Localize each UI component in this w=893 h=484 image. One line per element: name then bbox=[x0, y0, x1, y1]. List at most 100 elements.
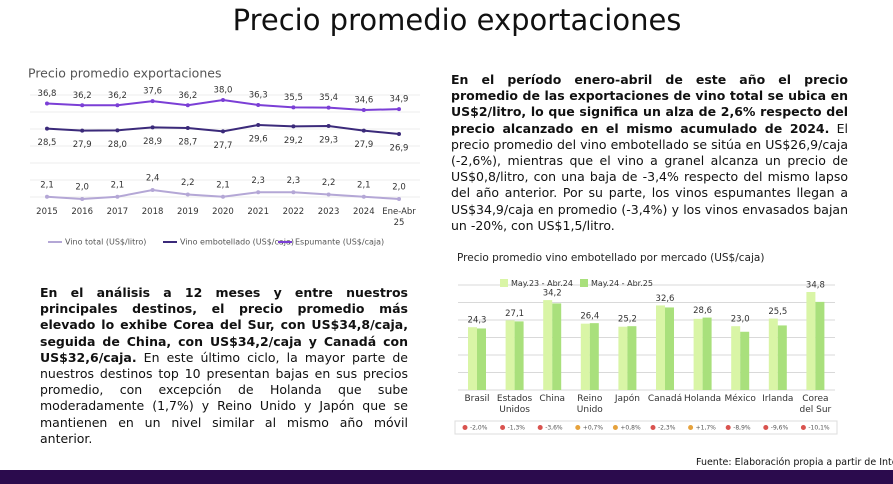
legend-swatch bbox=[580, 279, 588, 287]
point bbox=[115, 194, 120, 199]
value-label: 28,6 bbox=[693, 306, 712, 316]
change-row bbox=[454, 420, 838, 435]
value-label: 36,8 bbox=[38, 89, 57, 99]
value-label: 27,1 bbox=[505, 309, 524, 319]
point bbox=[150, 188, 155, 192]
point bbox=[221, 129, 225, 134]
x-tick-label: China bbox=[539, 394, 566, 404]
point bbox=[150, 125, 155, 130]
change-label: -2,0% bbox=[470, 425, 488, 432]
value-label: 35,4 bbox=[319, 93, 338, 103]
paragraph-bold: En el período enero-abril de este año el… bbox=[451, 72, 848, 136]
change-icon bbox=[575, 425, 581, 430]
x-tick-label: 2024 bbox=[352, 207, 375, 217]
value-label: 2,2 bbox=[181, 178, 195, 188]
value-label: 32,6 bbox=[656, 294, 675, 304]
change-icon bbox=[688, 425, 694, 430]
x-tick-label: 2022 bbox=[282, 207, 305, 217]
bar bbox=[740, 331, 750, 390]
legend-label: May.23 - Abr.24 bbox=[511, 279, 573, 288]
point bbox=[326, 192, 331, 197]
point bbox=[45, 101, 49, 106]
value-label: 2,0 bbox=[392, 183, 406, 193]
value-label: 29,2 bbox=[284, 136, 303, 146]
value-label: 28,0 bbox=[108, 140, 127, 150]
value-label: 26,9 bbox=[390, 144, 409, 154]
point bbox=[221, 98, 225, 102]
bar bbox=[815, 301, 825, 390]
value-label: 2,1 bbox=[357, 180, 371, 190]
bar bbox=[618, 326, 628, 390]
value-label: 24,3 bbox=[468, 316, 487, 326]
bar bbox=[627, 326, 637, 390]
x-tick-label: 2023 bbox=[317, 207, 340, 217]
x-tick-label: Corea del Sur bbox=[799, 394, 832, 415]
value-label: 29,3 bbox=[319, 136, 338, 146]
x-tick-label: Estados Unidos bbox=[496, 394, 533, 415]
bar bbox=[477, 328, 486, 390]
value-label: 23,0 bbox=[731, 315, 750, 325]
point bbox=[185, 103, 190, 108]
value-label: 2,1 bbox=[216, 180, 230, 190]
point bbox=[397, 197, 401, 201]
point bbox=[80, 128, 85, 133]
x-tick-label: 2020 bbox=[212, 207, 234, 217]
legend-label: Vino total (US$/litro) bbox=[65, 238, 146, 247]
change-label: -9,6% bbox=[771, 425, 789, 432]
change-icon bbox=[650, 425, 656, 430]
value-label: 28,9 bbox=[143, 137, 162, 147]
point bbox=[45, 194, 49, 199]
point bbox=[80, 103, 85, 108]
bar bbox=[505, 320, 515, 390]
point bbox=[326, 105, 331, 110]
change-icon bbox=[500, 425, 506, 430]
bar bbox=[580, 323, 590, 390]
x-tick-label: Japón bbox=[614, 394, 640, 404]
value-label: 28,7 bbox=[178, 138, 197, 148]
x-tick-label: Ene-Abr 25 bbox=[382, 207, 416, 228]
value-label: 36,3 bbox=[249, 91, 268, 101]
bar bbox=[514, 321, 524, 390]
slide-title: Precio promedio exportaciones bbox=[233, 3, 682, 37]
x-tick-label: Holanda bbox=[683, 394, 722, 404]
x-tick-label: México bbox=[724, 394, 756, 404]
x-tick-label: Canadá bbox=[647, 394, 683, 404]
point bbox=[221, 194, 225, 199]
point bbox=[115, 103, 120, 108]
value-label: 38,0 bbox=[214, 86, 233, 96]
x-tick-label: Irlanda bbox=[762, 394, 794, 404]
value-label: 2,2 bbox=[322, 178, 336, 188]
change-icon bbox=[537, 425, 543, 430]
legend-label: May.24 - Abr.25 bbox=[591, 279, 653, 288]
change-label: -1,3% bbox=[508, 425, 526, 432]
value-label: 25,2 bbox=[618, 315, 637, 325]
x-tick-label: 2016 bbox=[71, 207, 93, 217]
bar bbox=[552, 303, 562, 390]
change-label: -2,3% bbox=[658, 425, 676, 432]
point bbox=[45, 126, 49, 131]
change-label: +0,8% bbox=[620, 425, 641, 432]
bar-chart-title: Precio promedio vino embotellado por mer… bbox=[457, 252, 764, 264]
x-tick-label: 2018 bbox=[141, 207, 164, 217]
value-label: 36,2 bbox=[73, 91, 92, 101]
change-label: +0,7% bbox=[583, 425, 604, 432]
point bbox=[256, 123, 261, 127]
change-label: -10,1% bbox=[808, 425, 830, 432]
x-tick-label: 2017 bbox=[106, 207, 129, 217]
paragraph: En el período enero-abril de este año el… bbox=[451, 72, 848, 234]
point bbox=[397, 132, 401, 136]
change-icon bbox=[612, 425, 618, 430]
value-label: 29,6 bbox=[249, 135, 268, 145]
value-label: 2,1 bbox=[40, 180, 54, 190]
bar bbox=[806, 292, 816, 390]
value-label: 28,5 bbox=[38, 138, 57, 148]
bar bbox=[543, 300, 553, 390]
value-label: 27,9 bbox=[354, 140, 373, 150]
point bbox=[326, 124, 331, 128]
bar bbox=[468, 327, 477, 390]
x-tick-label: Reino Unido bbox=[576, 394, 603, 415]
value-label: 27,7 bbox=[214, 141, 233, 151]
x-tick-label: 2015 bbox=[36, 207, 58, 217]
value-label: 37,6 bbox=[143, 87, 162, 97]
